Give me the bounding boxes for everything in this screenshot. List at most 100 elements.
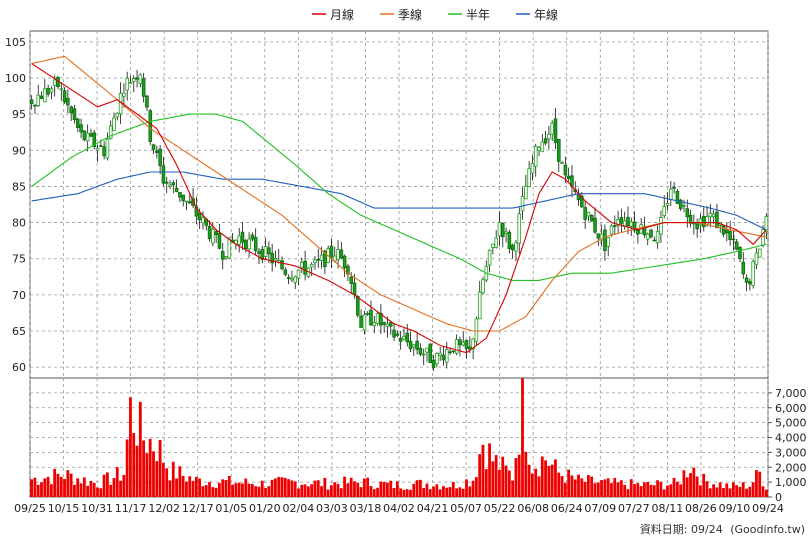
candle-down [214, 231, 218, 236]
ma-quarter-line [31, 55, 767, 332]
volume-bar [409, 489, 412, 497]
volume-bar [287, 479, 290, 497]
volume-bar [501, 456, 505, 497]
volume-bar [89, 481, 93, 497]
volume-bar [336, 483, 340, 497]
volume-bar [145, 453, 149, 497]
candle-up [211, 229, 215, 244]
x-tick-label: 12/02 [148, 502, 180, 515]
candle-up [665, 203, 670, 206]
candle-up [95, 148, 100, 151]
candle-up [227, 237, 232, 259]
volume-bar [600, 480, 603, 497]
price-tick-label: 105 [5, 36, 26, 49]
candle-up [560, 162, 564, 164]
candle-up [524, 185, 528, 200]
volume-bar [119, 480, 122, 497]
candle-up [537, 147, 541, 151]
price-tick-label: 75 [12, 253, 26, 266]
candle-down [135, 77, 139, 80]
volume-bar [557, 472, 561, 497]
volume-bar [129, 397, 132, 497]
x-tick-label: 10/15 [48, 502, 80, 515]
volume-bar [672, 477, 676, 497]
candle-down [695, 223, 699, 230]
x-tick-label: 04/21 [417, 502, 449, 515]
volume-bar [171, 461, 175, 497]
candle-up [662, 206, 667, 217]
volume-bar [82, 477, 86, 497]
volume-bar [161, 462, 165, 497]
volume-bar [178, 466, 182, 497]
x-tick-label: 07/27 [618, 502, 650, 515]
volume-bar [540, 456, 544, 497]
volume-bar [560, 476, 564, 497]
candle-up [491, 243, 495, 248]
candle-up [520, 196, 525, 212]
footer-date-source: 資料日期: 09/24 (Goodinfo.tw) [640, 522, 805, 536]
candle-down [359, 315, 363, 328]
candle-down [688, 214, 693, 224]
volume-bar [415, 480, 419, 497]
volume-bar [741, 482, 745, 497]
candle-down [418, 347, 423, 355]
volume-bar [718, 482, 722, 497]
volume-bar [731, 482, 735, 497]
candle-down [566, 175, 571, 179]
volume-bar [699, 485, 702, 497]
candle-down [701, 215, 706, 228]
candle-down [675, 190, 680, 204]
volume-bar [448, 487, 452, 497]
volume-bar [659, 481, 663, 497]
volume-bar [725, 483, 729, 497]
candle-up [237, 235, 241, 245]
volume-bar [689, 473, 692, 497]
x-tick-label: 10/31 [81, 502, 113, 515]
volume-bar [339, 488, 343, 497]
volume-bar [227, 476, 231, 497]
volume-bar [451, 481, 455, 497]
volume-bar [392, 487, 396, 497]
volume-bar [56, 473, 60, 497]
volume-bar [738, 486, 742, 497]
volume-bar [593, 483, 597, 497]
candle-down [731, 238, 736, 241]
candle-down [164, 181, 169, 184]
volume-bar [320, 486, 323, 497]
candle-down [388, 322, 393, 327]
legend-label: 半年 [466, 8, 490, 22]
volume-bar [165, 468, 169, 497]
volume-bar [570, 475, 574, 497]
volume-bar [586, 475, 590, 497]
candle-up [105, 138, 110, 159]
ma-month-line [31, 63, 767, 354]
candle-down [92, 132, 97, 147]
volume-bar [343, 476, 346, 497]
volume-bar [234, 483, 238, 497]
volume-bar [376, 487, 379, 497]
volume-bar [428, 489, 432, 497]
candle-up [412, 344, 416, 348]
volume-bar [300, 484, 304, 497]
candle-up [514, 242, 518, 252]
volume-bar [590, 476, 594, 497]
candle-down [342, 255, 347, 269]
volume-bar [679, 484, 683, 497]
volume-bar [382, 481, 386, 497]
candle-up [59, 88, 64, 91]
volume-bar [204, 485, 208, 497]
candle-up [168, 184, 172, 187]
volume-bar [610, 483, 613, 497]
volume-bar [633, 484, 636, 497]
volume-bar [102, 474, 106, 497]
volume-bar [257, 486, 261, 497]
volume-bar [92, 482, 96, 497]
x-axis: 09/25 10/15 10/31 11/17 12/02 12/17 01/05 01/20… [14, 502, 784, 515]
legend-label: 年線 [534, 7, 558, 22]
volume-bar [46, 476, 50, 497]
volume-tick-label: 2,000 [775, 461, 807, 474]
volume-bar [547, 465, 551, 497]
chart-legend: 月線 季線 半年 年線 [312, 7, 558, 22]
candle-down [240, 231, 245, 243]
volume-tick-label: 5,000 [775, 417, 807, 430]
